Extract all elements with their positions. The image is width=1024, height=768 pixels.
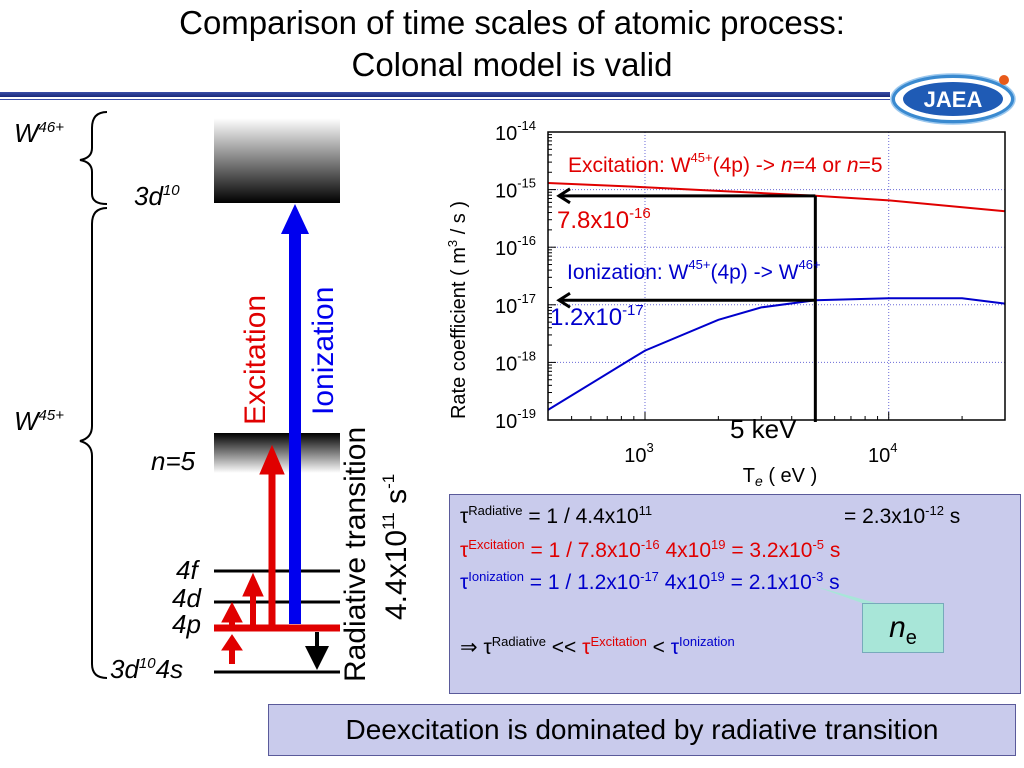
jaea-logo: JAEA <box>890 73 1016 125</box>
y-tick-label: 10-19 <box>495 406 536 433</box>
level-n5-label: n=5 <box>151 446 196 476</box>
title-divider <box>0 92 890 97</box>
conclusion-box: Deexcitation is dominated by radiative t… <box>268 704 1016 756</box>
excitation-arrows <box>221 444 285 664</box>
ionization-series-label: Ionization: W45+(4p) -> W46+ <box>567 257 821 284</box>
comparison-formula: ⇒ τRadiative << τExcitation < τIonizatio… <box>460 634 735 659</box>
marker-temperature-label: 5 keV <box>730 414 797 444</box>
x-axis-label: Te ( eV ) <box>743 465 817 489</box>
ionization-series-line <box>547 297 1006 411</box>
y-tick-label: 10-14 <box>495 118 536 145</box>
radiative-label: Radiative transition <box>339 427 372 682</box>
x-tick-label: 103 <box>624 440 653 467</box>
ionization-formula: τIonization = 1 / 1.2x10-17 4x1019 = 2.1… <box>460 569 840 594</box>
ionization-readoff-arrowhead <box>556 291 571 309</box>
radiative-arrow <box>305 632 329 670</box>
brace-w46 <box>79 111 108 205</box>
excitation-formula: τExcitation = 1 / 7.8x10-16 4x1019 = 3.2… <box>460 537 841 562</box>
w46-label: W46+ <box>14 118 64 148</box>
radiative-rate-label: 4.4x1011 s-1 <box>379 474 413 620</box>
ionization-arrow <box>281 204 309 624</box>
ground-level-label: 3d104s <box>110 654 183 684</box>
ionization-label: Ionization <box>307 287 340 415</box>
electron-density-callout: ne <box>862 603 944 653</box>
level-4f-label: 4f <box>176 555 200 585</box>
y-tick-label: 10-16 <box>495 233 536 260</box>
y-tick-label: 10-15 <box>495 176 536 203</box>
ne-callout-pointer <box>814 586 876 603</box>
continuum-band <box>214 118 340 203</box>
title-line-1: Comparison of time scales of atomic proc… <box>179 4 845 41</box>
ionization-value-label: 1.2x10-17 <box>550 302 644 331</box>
y-axis-label: Rate coefficient ( m3 / s ) <box>445 201 470 419</box>
excitation-label: Excitation <box>239 295 272 425</box>
chart-ticks: 10-14 10-15 10-16 10-17 10-18 10-19 103 104 <box>495 118 1006 467</box>
title-divider-thin <box>0 99 890 100</box>
plot-frame <box>547 131 1006 421</box>
y-tick-label: 10-18 <box>495 348 536 375</box>
radiative-formula: τRadiative = 1 / 4.4x1011 = 2.3x10-12 s <box>460 503 961 528</box>
logo-text: JAEA <box>924 87 983 112</box>
excitation-value-label: 7.8x10-16 <box>557 205 651 234</box>
excitation-series-label: Excitation: W45+(4p) -> n=4 or n=5 <box>568 150 883 177</box>
time-scale-formulas: τRadiative = 1 / 4.4x1011 = 2.3x10-12 s … <box>449 494 1021 694</box>
excitation-readoff-arrowhead <box>556 187 571 205</box>
level-3d10-label: 3d10 <box>134 181 180 211</box>
x-tick-label: 104 <box>868 440 897 467</box>
y-tick-label: 10-17 <box>495 291 536 318</box>
level-4d-label: 4d <box>172 583 202 613</box>
slide-title: Comparison of time scales of atomic proc… <box>0 2 1024 86</box>
title-line-2: Colonal model is valid <box>351 46 673 83</box>
chart-annotations <box>556 187 817 422</box>
level-4p-label: 4p <box>172 609 201 639</box>
rate-coefficient-chart: 10-14 10-15 10-16 10-17 10-18 10-19 103 104 Rat… <box>445 118 1006 489</box>
brace-w45 <box>79 207 108 679</box>
w45-label: W45+ <box>14 406 64 436</box>
energy-level-diagram: W46+ W45+ 3d10 n=5 4f 4d 4p 3d104s Excit… <box>14 111 413 684</box>
